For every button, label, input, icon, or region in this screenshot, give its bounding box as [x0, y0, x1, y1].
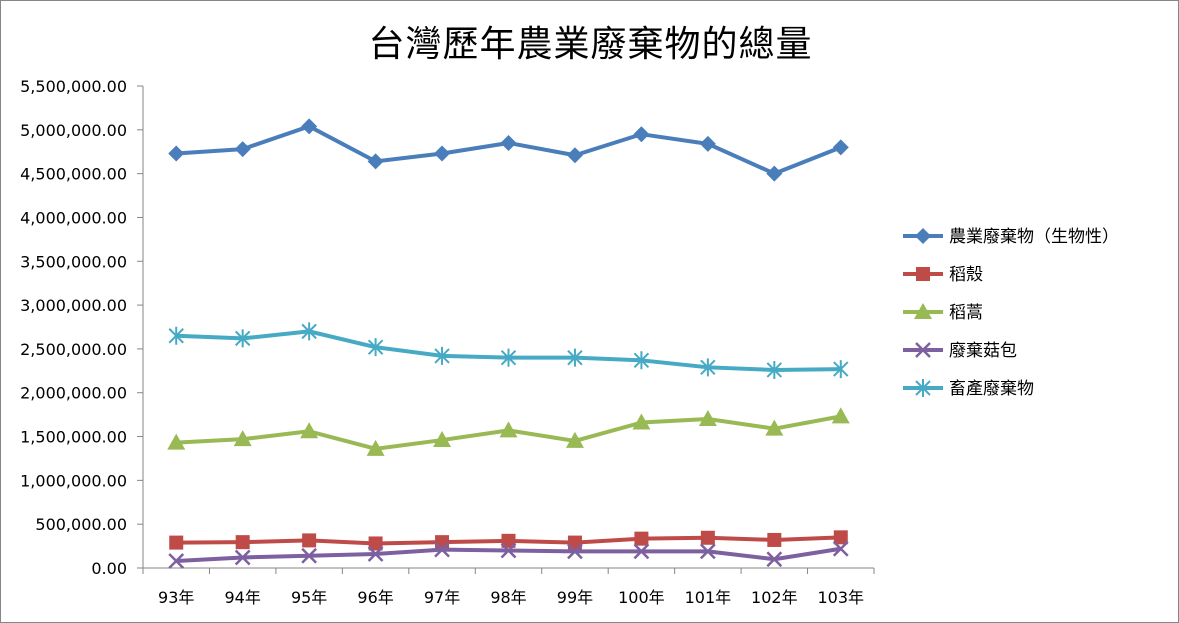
- data-point-series-0: [367, 153, 384, 170]
- x-tick-label: 100年: [618, 588, 665, 607]
- data-point-series-1: [302, 533, 317, 548]
- x-tick-label: 96年: [357, 588, 393, 607]
- chart-title: 台灣歷年農業廢棄物的總量: [368, 24, 813, 65]
- data-point-series-4: [434, 346, 450, 365]
- data-point-series-1: [501, 533, 516, 548]
- x-tick-label: 94年: [224, 588, 260, 607]
- data-point-series-4: [234, 329, 251, 348]
- data-point-series-2: [698, 410, 717, 427]
- y-tick-label: 0.00: [91, 559, 127, 578]
- data-point-series-1: [767, 532, 782, 547]
- data-point-series-4: [766, 360, 783, 379]
- legend-label-1: 稻殼: [949, 265, 983, 285]
- data-point-series-3: [367, 546, 384, 562]
- y-tick-label: 5,000,000.00: [20, 121, 127, 140]
- data-point-series-3: [567, 543, 583, 560]
- data-point-series-1: [833, 530, 848, 545]
- data-point-series-0: [766, 165, 783, 182]
- data-point-series-0: [566, 147, 583, 164]
- legend-marker-0: [915, 228, 931, 244]
- data-point-series-3: [434, 541, 450, 558]
- x-tick-label: 95年: [291, 588, 327, 607]
- y-tick-label: 5,500,000.00: [20, 77, 127, 96]
- y-tick-label: 2,000,000.00: [20, 384, 127, 403]
- legend-label-2: 稻蒿: [949, 303, 983, 323]
- data-point-series-3: [699, 543, 716, 560]
- y-tick-label: 1,000,000.00: [20, 471, 127, 490]
- x-tick-label: 101年: [685, 588, 732, 607]
- data-point-series-3: [234, 549, 251, 566]
- data-point-series-1: [235, 535, 250, 550]
- data-point-series-2: [831, 407, 850, 424]
- data-point-series-2: [565, 431, 584, 448]
- data-point-series-2: [433, 431, 452, 448]
- data-point-series-3: [766, 551, 783, 568]
- data-point-series-4: [633, 351, 650, 370]
- data-point-series-4: [367, 338, 384, 357]
- data-point-series-2: [499, 421, 518, 438]
- data-point-series-2: [300, 422, 319, 439]
- data-point-series-4: [301, 322, 317, 341]
- data-point-series-0: [633, 126, 650, 143]
- data-point-series-4: [567, 348, 583, 367]
- data-point-series-0: [234, 141, 251, 158]
- legend-label-0: 農業廢棄物（生物性）: [949, 227, 1119, 247]
- data-point-series-3: [832, 540, 849, 557]
- data-point-series-1: [634, 531, 649, 546]
- data-point-series-3: [633, 543, 650, 560]
- y-tick-label: 500,000.00: [35, 515, 127, 534]
- legend-marker-2: [914, 303, 932, 319]
- x-tick-label: 99年: [557, 588, 593, 607]
- data-point-series-2: [765, 419, 784, 436]
- data-point-series-0: [832, 139, 849, 156]
- y-tick-label: 3,000,000.00: [20, 296, 127, 315]
- data-point-series-3: [301, 547, 318, 564]
- y-tick-label: 2,500,000.00: [20, 340, 127, 359]
- legend-marker-3: [915, 342, 931, 358]
- x-tick-label: 93年: [158, 588, 194, 607]
- legend-marker-1: [916, 267, 930, 281]
- legend-label-4: 畜產廢棄物: [949, 379, 1034, 399]
- data-point-series-4: [168, 326, 184, 345]
- y-tick-label: 4,000,000.00: [20, 208, 127, 227]
- x-tick-label: 97年: [424, 588, 460, 607]
- data-point-series-4: [500, 348, 517, 367]
- data-point-series-2: [366, 439, 385, 456]
- data-point-series-0: [168, 145, 185, 162]
- y-tick-label: 1,500,000.00: [20, 428, 127, 447]
- data-point-series-1: [169, 535, 184, 550]
- data-point-series-2: [233, 430, 252, 447]
- legend-label-3: 廢棄菇包: [949, 341, 1017, 361]
- data-point-series-0: [699, 135, 716, 152]
- x-tick-label: 98年: [490, 588, 526, 607]
- data-point-series-4: [700, 358, 716, 377]
- x-tick-label: 103年: [817, 588, 864, 607]
- data-point-series-1: [368, 536, 383, 551]
- data-point-series-0: [500, 134, 517, 151]
- y-tick-label: 4,500,000.00: [20, 165, 127, 184]
- data-point-series-2: [167, 433, 186, 450]
- x-tick-label: 102年: [751, 588, 798, 607]
- data-point-series-3: [500, 542, 517, 559]
- data-point-series-2: [632, 413, 651, 430]
- data-point-series-1: [700, 530, 715, 545]
- data-point-series-0: [434, 145, 451, 162]
- y-tick-label: 3,500,000.00: [20, 252, 127, 271]
- data-point-series-1: [435, 535, 450, 550]
- data-point-series-4: [833, 360, 849, 379]
- data-point-series-3: [168, 553, 185, 569]
- legend-marker-4: [915, 379, 931, 397]
- data-point-series-0: [301, 118, 318, 135]
